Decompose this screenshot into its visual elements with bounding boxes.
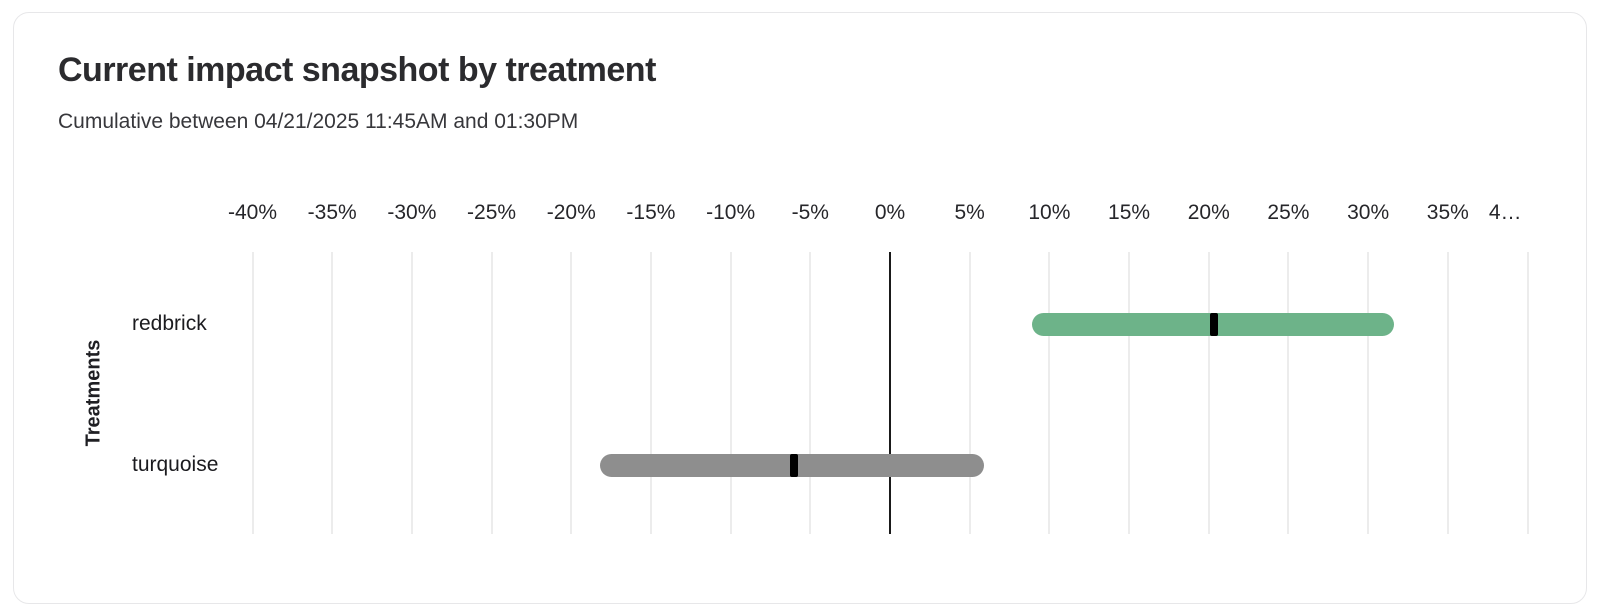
gridline-15 [1128, 252, 1131, 534]
gridline--30 [410, 252, 413, 534]
gridline--5 [809, 252, 812, 534]
x-tick-label-0: 0% [874, 201, 906, 224]
gridline-25 [1287, 252, 1290, 534]
chart-title: Current impact snapshot by treatment [58, 51, 656, 89]
impact-snapshot-card: Current impact snapshot by treatment Cum… [13, 12, 1587, 604]
x-tick-label--35: -35% [307, 201, 357, 224]
gridline--40 [251, 252, 254, 534]
x-tick-label-15: 15% [1108, 201, 1151, 224]
gridline-20 [1207, 252, 1210, 534]
x-tick-label--5: -5% [791, 201, 829, 224]
chart-subtitle: Cumulative between 04/21/2025 11:45AM an… [58, 110, 579, 133]
x-tick-label-10: 10% [1028, 201, 1071, 224]
gridline-30 [1367, 252, 1370, 534]
gridline-5 [968, 252, 971, 534]
value-marker-turquoise [790, 453, 799, 477]
chart-plot-area: -40% -35% -30% -25% -20% -15% -10% -5% 0% 5% 10% 15… [14, 13, 1586, 603]
value-marker-redbrick [1209, 312, 1218, 336]
category-label-turquoise: turquoise [132, 453, 219, 476]
gridline--15 [649, 252, 652, 534]
gridline--10 [729, 252, 732, 534]
x-tick-label-30: 30% [1347, 201, 1390, 224]
gridline-35 [1446, 252, 1449, 534]
x-tick-label--20: -20% [546, 201, 596, 224]
category-label-redbrick: redbrick [132, 312, 207, 335]
x-tick-label-40: 4… [1488, 201, 1522, 224]
gridline--20 [570, 252, 573, 534]
x-tick-label-5: 5% [954, 201, 985, 224]
x-tick-label--30: -30% [387, 201, 437, 224]
x-tick-label--15: -15% [626, 201, 676, 224]
x-tick-label--10: -10% [706, 201, 756, 224]
zero-baseline-gridline [889, 252, 891, 534]
gridline--35 [331, 252, 334, 534]
gridline--25 [490, 252, 493, 534]
x-tick-label--25: -25% [467, 201, 517, 224]
x-tick-label--40: -40% [227, 201, 278, 224]
gridline-40 [1526, 252, 1529, 534]
x-tick-label-35: 35% [1426, 201, 1469, 224]
gridline-10 [1048, 252, 1051, 534]
x-tick-label-20: 20% [1187, 201, 1230, 224]
x-tick-label-25: 25% [1267, 201, 1310, 224]
